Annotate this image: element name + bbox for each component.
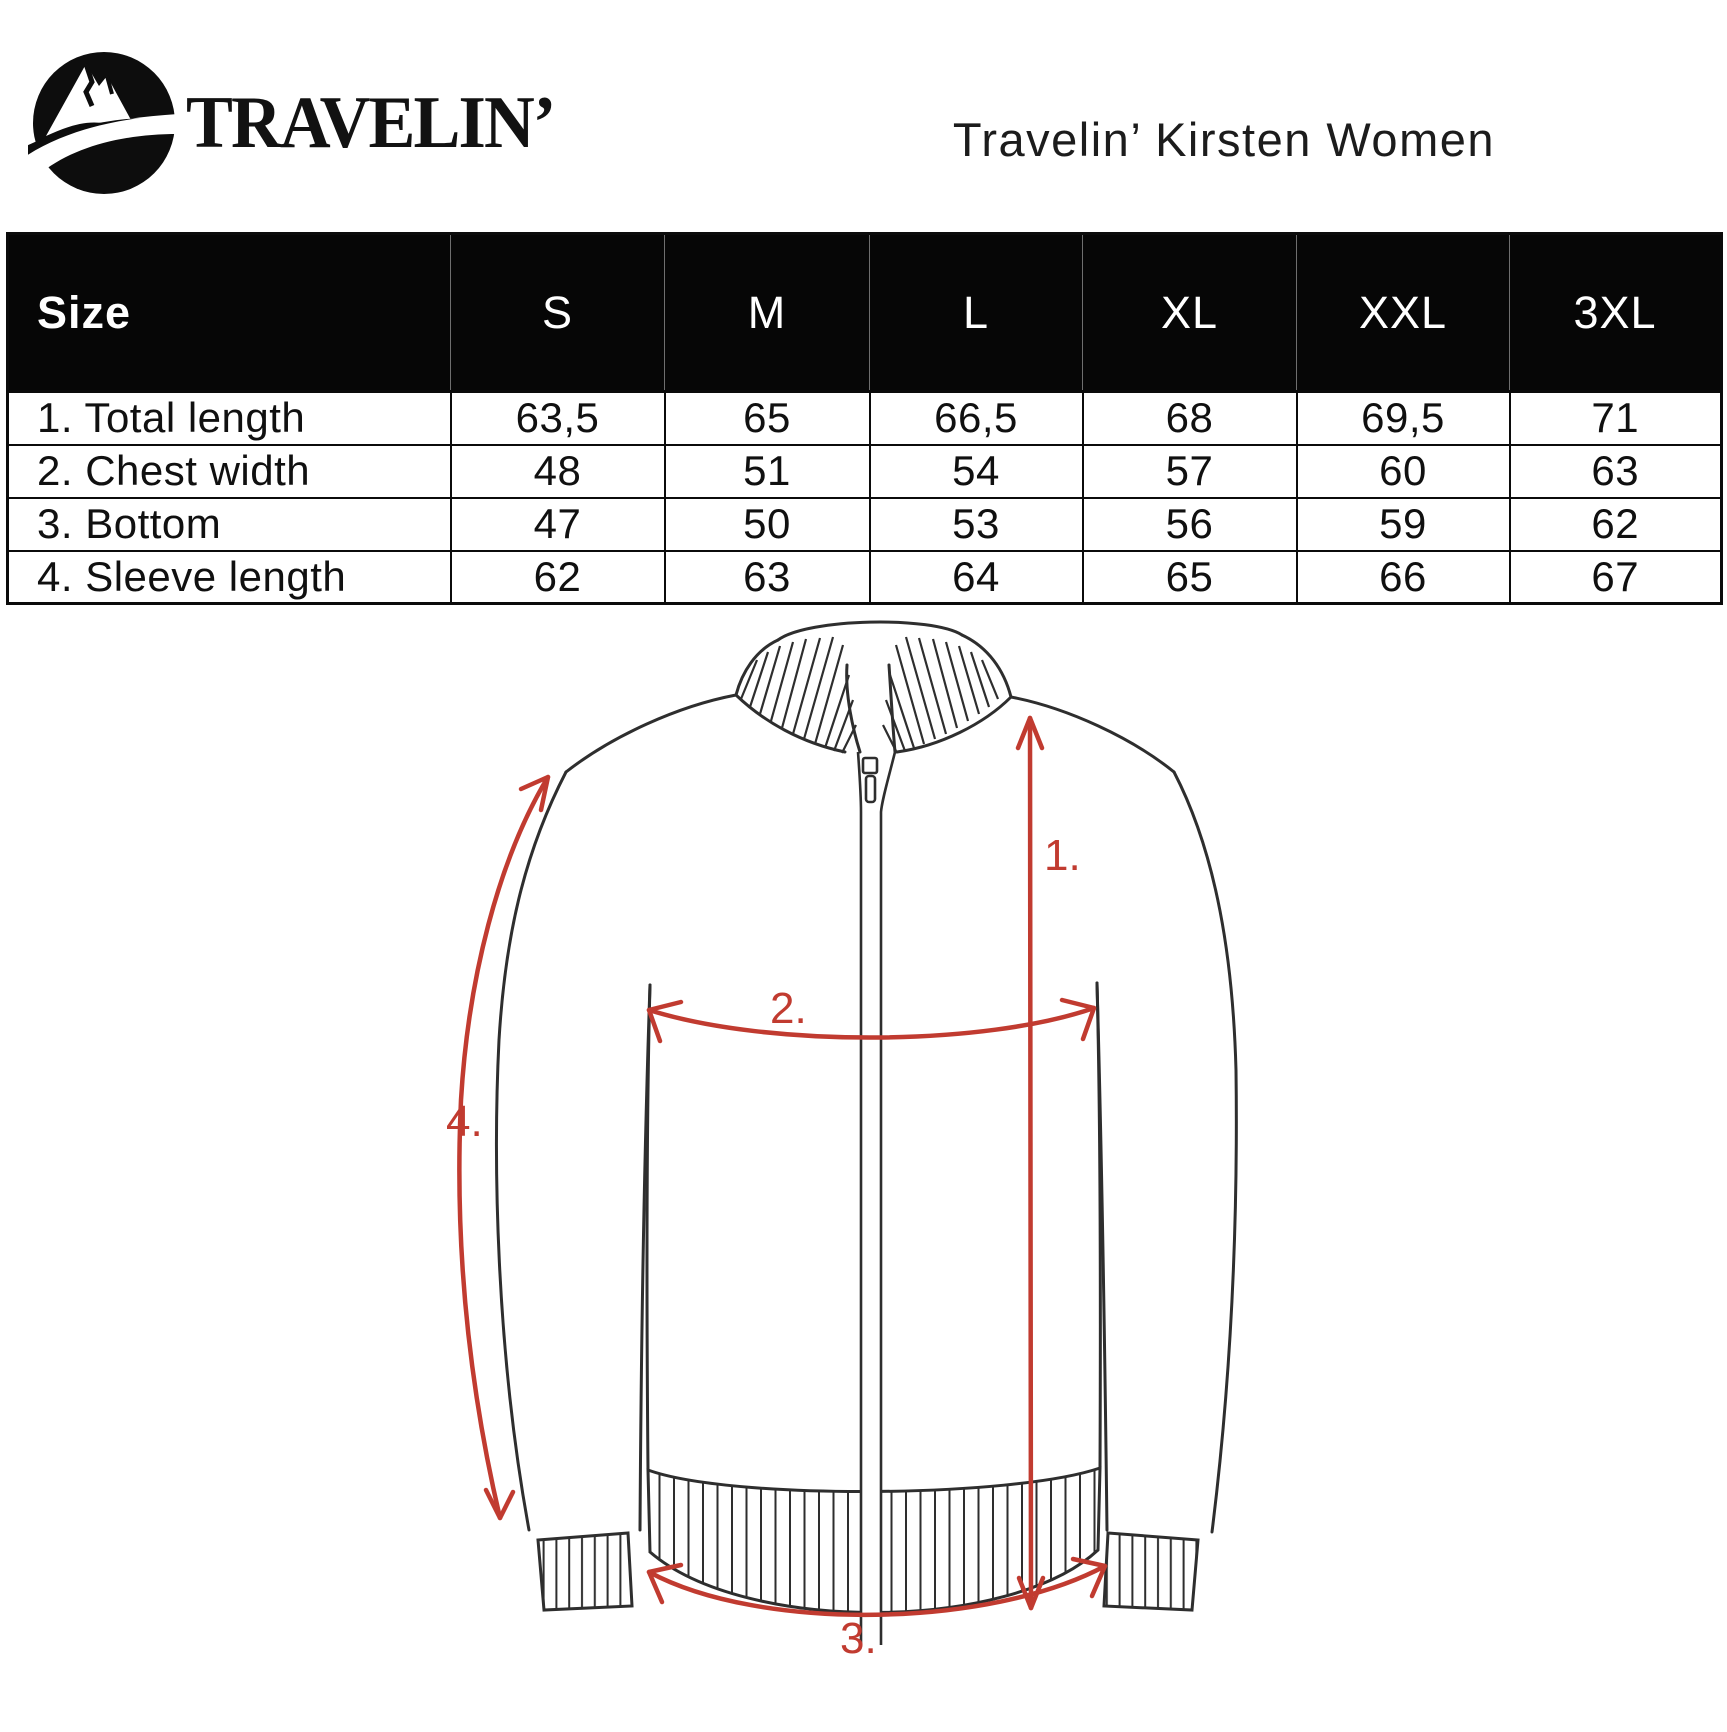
row-label: 1. Total length xyxy=(6,390,452,446)
table-row-bottom: 3. Bottom 47 50 53 56 59 62 xyxy=(6,496,1723,552)
measure-arrow-chest-width xyxy=(646,997,1097,1044)
size-col-xxl: XXL xyxy=(1296,233,1510,393)
right-cuff xyxy=(1102,1531,1200,1612)
cell: 66,5 xyxy=(868,390,1084,446)
size-header-label: Size xyxy=(7,233,451,393)
row-label: 2. Chest width xyxy=(6,443,452,499)
measure-label-2: 2. xyxy=(770,984,807,1033)
collar-rib-lines xyxy=(739,636,1000,754)
cell: 62 xyxy=(449,549,666,605)
row-label: 4. Sleeve length xyxy=(6,549,452,605)
collar xyxy=(734,620,1013,754)
cell: 59 xyxy=(1295,496,1511,552)
size-col-s: S xyxy=(450,233,665,393)
zipper xyxy=(856,751,897,1645)
size-col-l: L xyxy=(869,233,1083,393)
zipper-slider xyxy=(861,756,879,775)
cell: 51 xyxy=(663,443,871,499)
cell: 71 xyxy=(1508,390,1723,446)
size-col-3xl: 3XL xyxy=(1509,233,1722,393)
cell: 54 xyxy=(868,443,1084,499)
measure-arrow-total-length xyxy=(1015,715,1046,1611)
size-table: Size S M L XL XXL 3XL 1. Total length 63… xyxy=(6,232,1723,605)
cell: 50 xyxy=(663,496,871,552)
measure-label-3: 3. xyxy=(840,1614,877,1663)
cell: 65 xyxy=(663,390,871,446)
size-table-header-row: Size S M L XL XXL 3XL xyxy=(7,233,1722,393)
cell: 65 xyxy=(1081,549,1298,605)
size-col-xl: XL xyxy=(1082,233,1297,393)
product-title: Travelin’ Kirsten Women xyxy=(952,113,1495,166)
cell: 64 xyxy=(868,549,1084,605)
table-row-chest-width: 2. Chest width 48 51 54 57 60 63 xyxy=(6,443,1723,499)
jacket-body-outline xyxy=(495,693,1238,1534)
size-col-m: M xyxy=(664,233,870,393)
cell: 67 xyxy=(1508,549,1723,605)
cell: 47 xyxy=(449,496,666,552)
row-label: 3. Bottom xyxy=(6,496,452,552)
cell: 68 xyxy=(1081,390,1298,446)
garment-measurement-diagram: 1. 2. 3. 4. xyxy=(0,600,1727,1727)
measure-label-4: 4. xyxy=(446,1097,483,1146)
zipper-gap xyxy=(861,1456,882,1654)
cell: 57 xyxy=(1081,443,1298,499)
measure-arrow-sleeve-length xyxy=(457,774,551,1521)
brand-name: TRAVELIN’ xyxy=(186,81,556,164)
mountain-road-logo-icon xyxy=(28,52,178,194)
cell: 48 xyxy=(449,443,666,499)
cell: 53 xyxy=(868,496,1084,552)
cell: 62 xyxy=(1508,496,1723,552)
cell: 63 xyxy=(1508,443,1723,499)
cell: 60 xyxy=(1295,443,1511,499)
cell: 63,5 xyxy=(449,390,666,446)
jacket-sketch: 1. 2. 3. 4. xyxy=(446,620,1238,1663)
cell: 69,5 xyxy=(1295,390,1511,446)
zipper-pull xyxy=(864,774,877,804)
table-row-sleeve-length: 4. Sleeve length 62 63 64 65 66 67 xyxy=(6,549,1723,605)
cell: 66 xyxy=(1295,549,1511,605)
brand-logo: TRAVELIN’ xyxy=(28,48,574,198)
measure-arrow-bottom-width xyxy=(646,1556,1108,1618)
measurement-arrows xyxy=(457,715,1108,1618)
cell: 56 xyxy=(1081,496,1298,552)
measure-label-1: 1. xyxy=(1044,831,1081,880)
cell: 63 xyxy=(663,549,871,605)
table-row-total-length: 1. Total length 63,5 65 66,5 68 69,5 71 xyxy=(6,390,1723,446)
left-cuff xyxy=(536,1531,634,1612)
